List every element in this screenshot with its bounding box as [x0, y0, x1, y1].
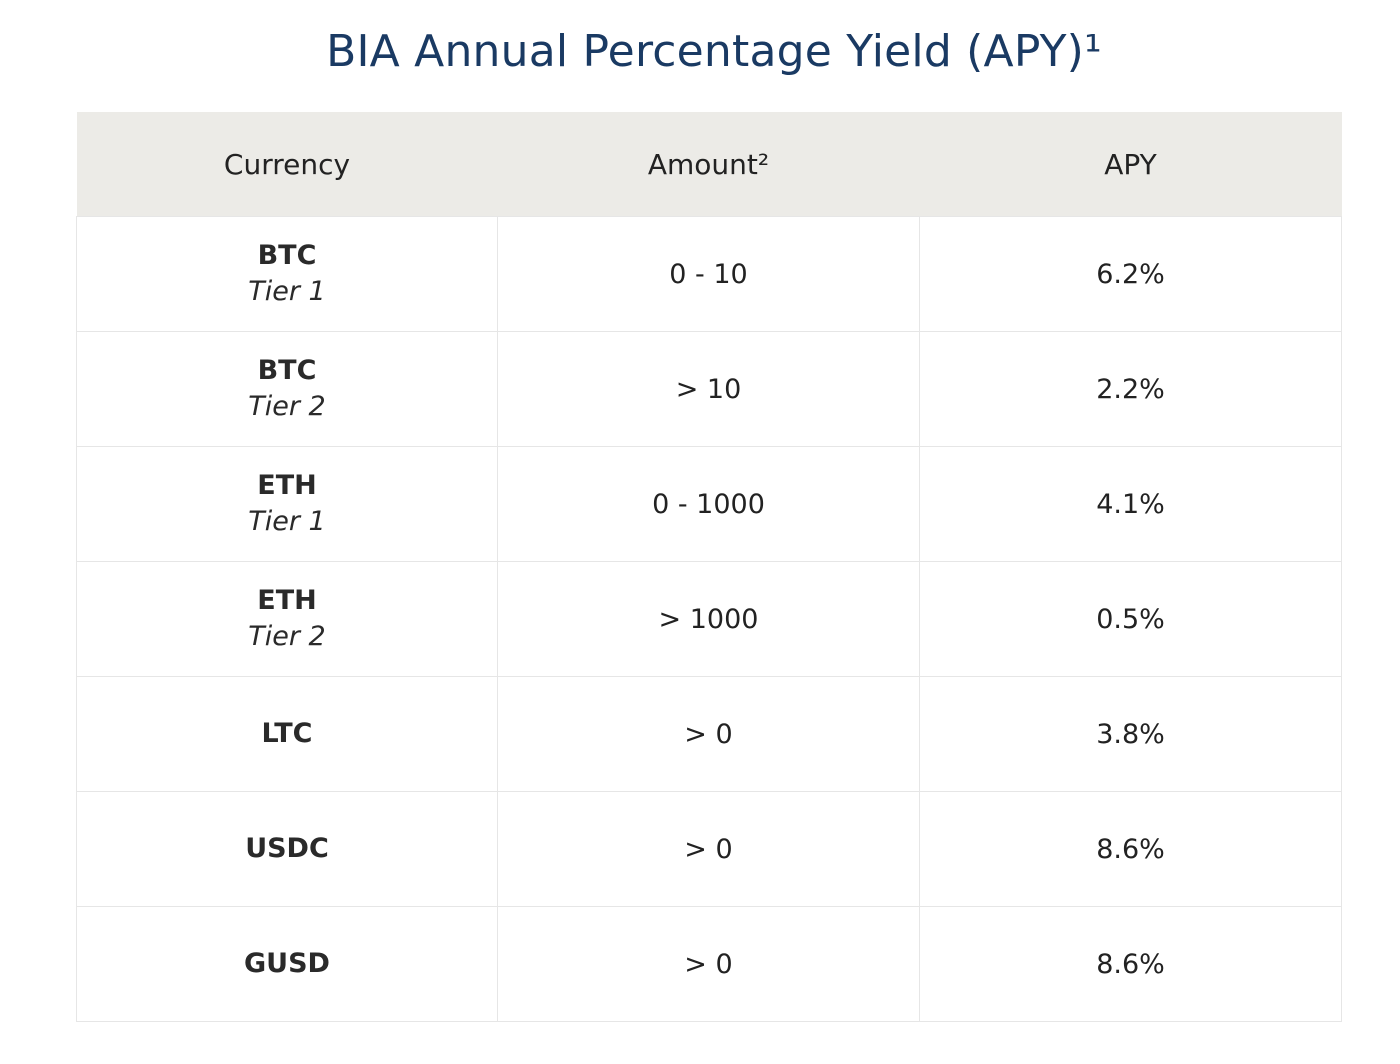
currency-tier: Tier 2	[248, 391, 326, 422]
table-row: BTC Tier 2 > 10 2.2%	[76, 331, 1342, 447]
currency-cell: BTC Tier 2	[76, 331, 498, 447]
amount-cell: 0 - 10	[497, 216, 920, 332]
currency-name: GUSD	[244, 948, 330, 979]
page-title: BIA Annual Percentage Yield (APY)¹	[326, 26, 1102, 77]
amount-cell: 0 - 1000	[497, 446, 920, 562]
currency-cell: ETH Tier 2	[76, 561, 498, 677]
table-row: USDC > 0 8.6%	[76, 791, 1342, 907]
currency-name: USDC	[245, 833, 329, 864]
header-row: Currency Amount² APY	[76, 112, 1342, 217]
apy-cell: 6.2%	[919, 216, 1342, 332]
table-header: Currency Amount² APY	[76, 112, 1342, 217]
currency-cell: LTC	[76, 676, 498, 792]
currency-cell: BTC Tier 1	[76, 216, 498, 332]
header-currency: Currency	[76, 112, 498, 217]
table-row: ETH Tier 2 > 1000 0.5%	[76, 561, 1342, 677]
currency-cell: ETH Tier 1	[76, 446, 498, 562]
apy-cell: 4.1%	[919, 446, 1342, 562]
currency-name: BTC	[257, 240, 317, 271]
currency-tier: Tier 1	[248, 276, 326, 307]
header-amount: Amount²	[497, 112, 920, 217]
amount-cell: > 1000	[497, 561, 920, 677]
table-row: ETH Tier 1 0 - 1000 4.1%	[76, 446, 1342, 562]
amount-cell: > 0	[497, 791, 920, 907]
apy-cell: 8.6%	[919, 791, 1342, 907]
apy-cell: 3.8%	[919, 676, 1342, 792]
currency-name: BTC	[257, 355, 317, 386]
amount-cell: > 0	[497, 676, 920, 792]
amount-cell: > 0	[497, 906, 920, 1022]
apy-cell: 2.2%	[919, 331, 1342, 447]
header-apy: APY	[919, 112, 1342, 217]
currency-cell: GUSD	[76, 906, 498, 1022]
currency-cell: USDC	[76, 791, 498, 907]
apy-cell: 8.6%	[919, 906, 1342, 1022]
table-row: GUSD > 0 8.6%	[76, 906, 1342, 1022]
currency-tier: Tier 1	[248, 506, 326, 537]
apy-cell: 0.5%	[919, 561, 1342, 677]
currency-name: LTC	[261, 718, 313, 749]
apy-table: Currency Amount² APY BTC Tier 1 0 - 10 6…	[76, 112, 1342, 1022]
currency-name: ETH	[257, 585, 317, 616]
amount-cell: > 10	[497, 331, 920, 447]
table-body: BTC Tier 1 0 - 10 6.2% BTC Tier 2 > 10 2…	[76, 216, 1342, 1022]
table-row: BTC Tier 1 0 - 10 6.2%	[76, 216, 1342, 332]
currency-tier: Tier 2	[248, 621, 326, 652]
table-row: LTC > 0 3.8%	[76, 676, 1342, 792]
currency-name: ETH	[257, 470, 317, 501]
